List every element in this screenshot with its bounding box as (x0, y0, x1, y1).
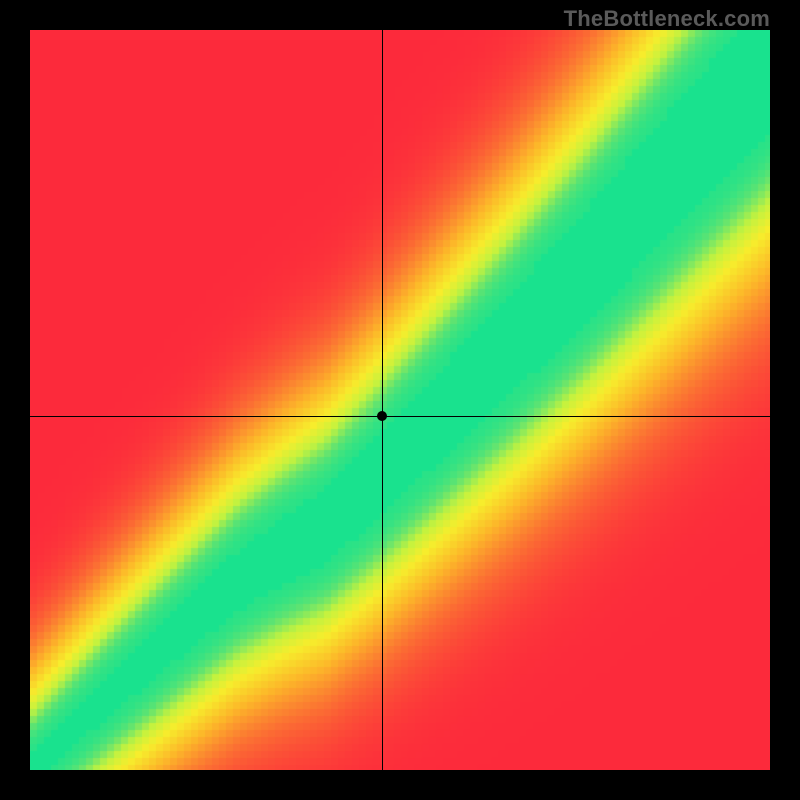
plot-frame (30, 30, 770, 770)
marker-dot (377, 411, 387, 421)
chart-container: TheBottleneck.com (0, 0, 800, 800)
crosshair-horizontal (30, 416, 770, 417)
watermark-text: TheBottleneck.com (564, 6, 770, 32)
crosshair-vertical (382, 30, 383, 770)
heatmap-canvas (30, 30, 770, 770)
